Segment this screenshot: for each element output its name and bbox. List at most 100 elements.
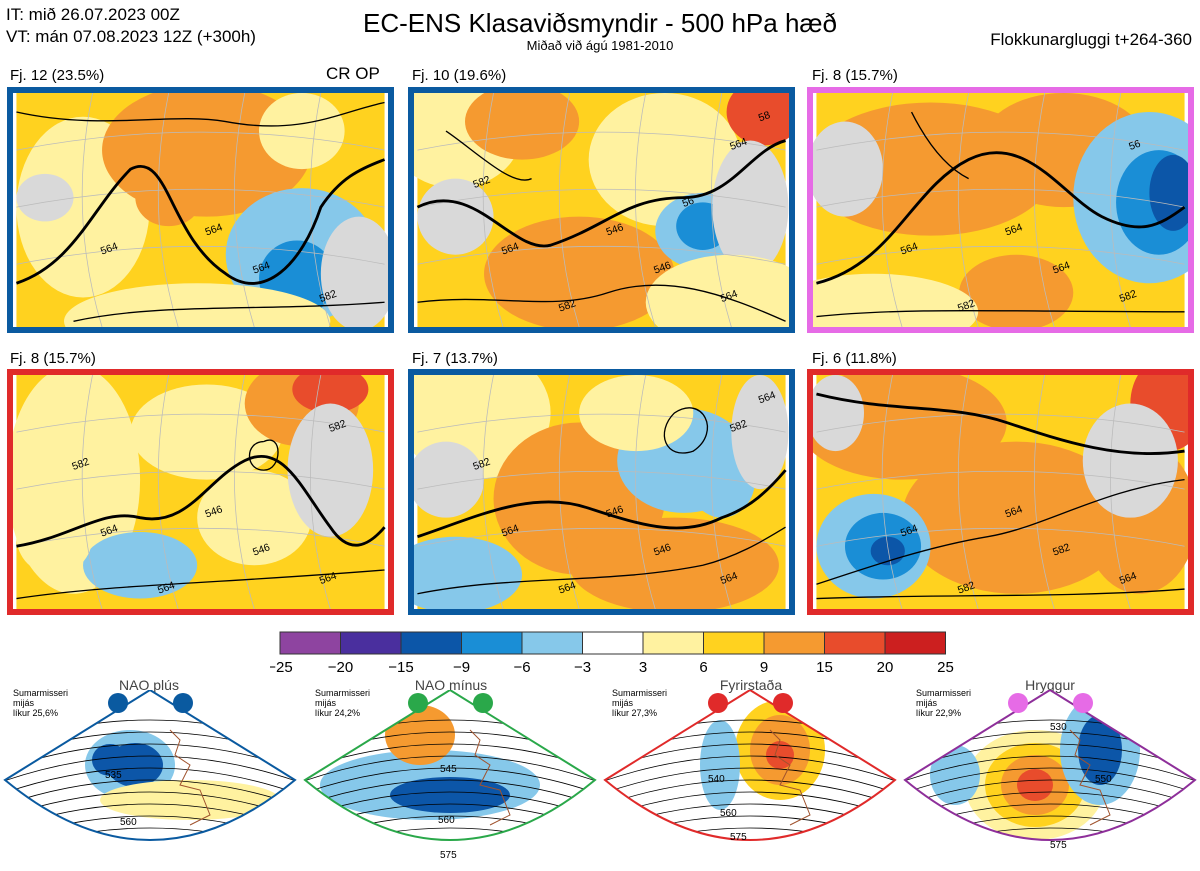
contour-label: 56 xyxy=(681,196,696,210)
regime-contour xyxy=(905,755,1195,787)
panel-2-title: Fj. 10 (19.6%) xyxy=(412,67,507,84)
colorbar-bin xyxy=(582,631,644,655)
regime-marker xyxy=(773,693,793,713)
classification-window: Flokkunargluggi t+264-360 xyxy=(990,30,1192,49)
height-contour xyxy=(816,588,1185,600)
regime-contour-label: 530 xyxy=(1050,722,1067,733)
anomaly-region xyxy=(712,140,789,274)
grid-parallel xyxy=(816,528,1185,547)
grid-parallel xyxy=(417,246,786,265)
height-contour xyxy=(16,101,385,127)
height-contour xyxy=(16,454,386,548)
regime-map-ridge: 530 550 575 xyxy=(903,690,1197,851)
regime-marker xyxy=(173,693,193,713)
grid-parallel xyxy=(16,246,385,265)
anomaly-region xyxy=(959,254,1074,327)
height-contour xyxy=(910,111,969,180)
grid-parallel xyxy=(417,470,786,490)
regime-contour-label: 535 xyxy=(105,770,122,781)
regime-anomaly xyxy=(100,780,280,820)
grid-parallel xyxy=(417,188,786,208)
anomaly-region xyxy=(902,441,1131,594)
grid-meridian xyxy=(881,93,903,327)
regime-field xyxy=(5,690,295,840)
colorbar-bin xyxy=(279,631,341,655)
height-contour xyxy=(816,392,1185,455)
cluster-map-4: 564 546 546 564 564 582 582 xyxy=(7,369,394,615)
colorbar-tick-label: 6 xyxy=(699,659,707,676)
colorbar-tick-label: −9 xyxy=(453,659,470,676)
regime-frame xyxy=(903,690,1197,841)
grid-meridian xyxy=(1110,375,1131,609)
grid-meridian xyxy=(957,375,979,609)
grid-meridian xyxy=(81,93,103,327)
regime-marker xyxy=(108,693,128,713)
height-contour xyxy=(16,569,385,600)
grid-meridian xyxy=(310,93,331,327)
regime-anomaly xyxy=(700,720,740,810)
anomaly-region xyxy=(320,216,388,327)
regime-contour-label: 575 xyxy=(1050,840,1067,851)
regime-contour xyxy=(905,767,1195,799)
height-contour xyxy=(816,309,1185,318)
grid-parallel xyxy=(816,131,1185,151)
regime-map-nao-plus: 535 560 xyxy=(3,690,297,841)
regime-frame xyxy=(603,690,897,841)
grid-meridian xyxy=(482,93,504,327)
regime-map-nao-minus: 545 560 575 xyxy=(303,690,597,861)
grid-parallel xyxy=(16,528,385,547)
anomaly-region xyxy=(16,173,74,222)
issue-time: IT: mið 26.07.2023 00Z xyxy=(6,5,180,24)
grid-meridian xyxy=(157,93,179,327)
contour-label: 56 xyxy=(1128,139,1143,153)
cluster-map-6: 564 564 582 564 582 xyxy=(807,369,1194,615)
regime-contour-label: 550 xyxy=(1095,774,1112,785)
regime-marker xyxy=(473,693,493,713)
grid-meridian xyxy=(81,375,103,609)
grid-parallel xyxy=(417,528,786,547)
colorbar-bin xyxy=(521,631,583,655)
colorbar-bin xyxy=(642,631,704,655)
colorbar-bin xyxy=(884,631,946,655)
regime-field xyxy=(305,690,595,840)
regime-marker xyxy=(1008,693,1028,713)
height-contour xyxy=(73,301,385,322)
grid-parallel xyxy=(16,188,385,208)
regime-contour xyxy=(905,779,1195,811)
regime-2-title: NAO mínus xyxy=(414,677,488,693)
op-label: CR OP xyxy=(326,64,380,83)
anomaly-region xyxy=(726,93,789,146)
grid-parallel xyxy=(816,470,1185,490)
colorbar-bin xyxy=(763,631,825,655)
height-contour xyxy=(417,284,786,322)
colorbar-tick-label: 25 xyxy=(937,659,954,676)
colorbar-tick-label: 20 xyxy=(877,659,894,676)
grid-parallel xyxy=(816,188,1185,208)
colorbar-tick-label: 15 xyxy=(816,659,833,676)
regime-contour xyxy=(605,767,895,799)
colorbar-tick-label: −6 xyxy=(513,659,530,676)
regime-marker xyxy=(1073,693,1093,713)
page-title: EC-ENS Klasaviðsmyndir - 500 hPa hæð xyxy=(363,8,837,38)
coastline xyxy=(1069,729,1111,826)
grid-parallel xyxy=(16,413,385,433)
anomaly-region xyxy=(465,93,580,160)
regime-contour xyxy=(905,827,1195,840)
regime-contour xyxy=(305,767,595,799)
grid-meridian xyxy=(881,375,903,609)
height-contour xyxy=(445,130,532,181)
anomaly-region xyxy=(414,441,485,518)
regime-anomaly xyxy=(92,744,128,776)
grid-meridian xyxy=(957,93,979,327)
grid-meridian xyxy=(1033,93,1055,327)
panel-1-title: Fj. 12 (23.5%) xyxy=(10,67,105,84)
colorbar: −25 −20 −15 −9 −6 −3 3 6 9 15 20 25 xyxy=(270,631,954,676)
regime-anomaly xyxy=(766,741,794,769)
regime-frame xyxy=(3,690,297,841)
colorbar-bin xyxy=(461,631,523,655)
grid-parallel xyxy=(417,413,786,433)
